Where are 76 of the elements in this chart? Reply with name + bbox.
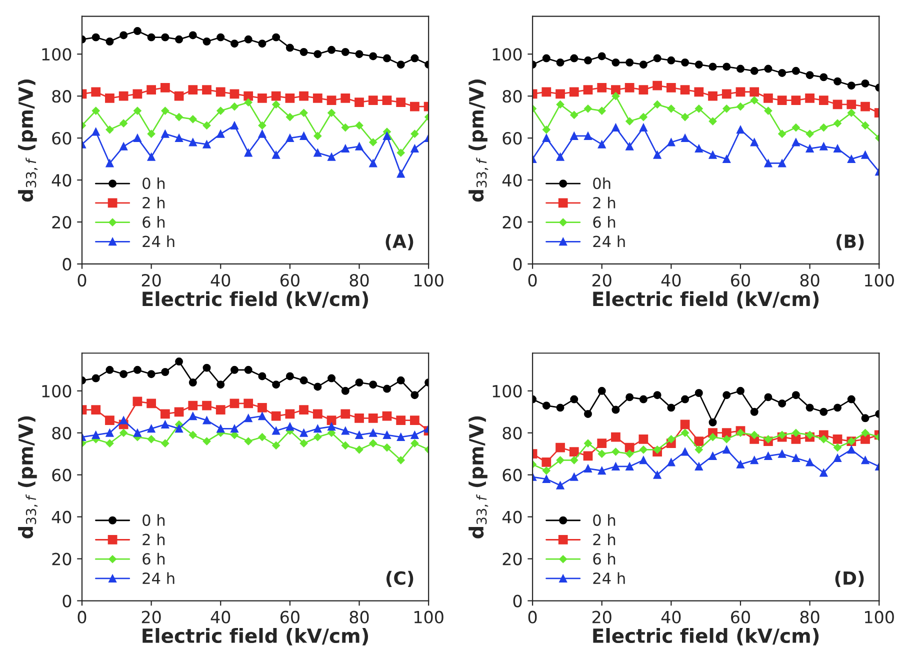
legend-label: 2 h <box>142 196 165 208</box>
x-tick-label: 80 <box>800 274 820 287</box>
y-tick-label: 60 <box>502 468 522 482</box>
y-axis-title: d$_{33,f}$ (pm/V) <box>18 80 38 202</box>
x-tick-label: 60 <box>280 274 300 287</box>
legend-label: 2 h <box>593 196 616 208</box>
legend-label: 6 h <box>593 552 616 565</box>
x-axis-title: Electric field (kV/cm) <box>142 628 368 646</box>
y-tick-label: 100 <box>42 384 72 398</box>
legend-label: 6 h <box>593 216 616 228</box>
y-tick-label: 20 <box>52 552 72 566</box>
x-tick-label: 20 <box>592 610 612 624</box>
y-axis-title: d$_{33,f}$ (pm/V) <box>468 80 488 202</box>
y-tick-label: 100 <box>42 48 72 61</box>
x-tick-label: 100 <box>865 610 894 624</box>
x-axis-title: Electric field (kV/cm) <box>593 628 819 646</box>
x-tick-label: 60 <box>731 610 750 624</box>
x-tick-label: 40 <box>210 274 230 287</box>
y-tick-label: 40 <box>52 510 72 524</box>
legend-label: 2 h <box>593 533 616 546</box>
legend-label: 0 h <box>142 514 165 526</box>
y-tick-label: 20 <box>502 552 522 566</box>
x-tick-label: 20 <box>592 274 612 287</box>
legend-label: 0h <box>593 177 610 190</box>
legend-label: 24 h <box>142 235 174 248</box>
y-axis-title: d$_{33,f}$ (pm/V) <box>468 416 488 538</box>
x-tick-label: 40 <box>661 274 681 287</box>
x-tick-label: 80 <box>800 610 820 624</box>
x-axis-title: Electric field (kV/cm) <box>142 291 368 309</box>
y-tick-label: 80 <box>52 426 72 440</box>
y-tick-label: 0 <box>62 258 72 271</box>
legend-label: 0 h <box>142 177 165 190</box>
x-tick-label: 100 <box>414 274 444 287</box>
y-tick-label: 0 <box>513 594 522 608</box>
y-tick-label: 100 <box>492 384 522 398</box>
legend-label: 6 h <box>142 216 165 228</box>
y-tick-label: 60 <box>52 468 72 482</box>
x-tick-label: 40 <box>661 610 681 624</box>
x-tick-label: 0 <box>78 274 86 287</box>
legend-label: 24 h <box>593 572 625 584</box>
x-tick-label: 0 <box>78 610 86 624</box>
annotation: (B) <box>836 234 864 250</box>
y-tick-label: 80 <box>502 426 522 440</box>
legend-label: 24 h <box>593 235 625 248</box>
y-tick-label: 40 <box>502 174 522 187</box>
x-tick-label: 0 <box>528 274 537 287</box>
x-tick-label: 80 <box>350 610 369 624</box>
y-tick-label: 0 <box>62 594 72 608</box>
annotation: (C) <box>386 570 414 588</box>
y-axis-title: d$_{33,f}$ (pm/V) <box>18 416 38 538</box>
y-tick-label: 80 <box>52 90 72 103</box>
x-tick-label: 100 <box>865 274 894 287</box>
legend-label: 6 h <box>142 552 165 565</box>
y-tick-label: 40 <box>52 174 72 187</box>
annotation: (D) <box>835 570 864 588</box>
x-tick-label: 100 <box>414 610 444 624</box>
x-tick-label: 20 <box>142 610 161 624</box>
x-tick-label: 80 <box>350 274 369 287</box>
x-axis-title: Electric field (kV/cm) <box>593 291 819 309</box>
legend-label: 24 h <box>142 572 174 584</box>
x-tick-label: 60 <box>731 274 750 287</box>
y-tick-label: 60 <box>502 132 522 145</box>
x-tick-label: 60 <box>280 610 300 624</box>
y-tick-label: 20 <box>502 216 522 229</box>
y-tick-label: 100 <box>492 48 522 61</box>
legend-label: 0 h <box>593 514 616 526</box>
y-tick-label: 0 <box>513 258 522 271</box>
legend-label: 2 h <box>142 533 165 546</box>
x-tick-label: 20 <box>142 274 161 287</box>
annotation: (A) <box>386 234 414 250</box>
y-tick-label: 80 <box>502 90 522 103</box>
y-tick-label: 20 <box>52 216 72 229</box>
x-tick-label: 40 <box>210 610 230 624</box>
y-tick-label: 60 <box>52 132 72 145</box>
x-tick-label: 0 <box>528 610 537 624</box>
y-tick-label: 40 <box>502 510 522 524</box>
